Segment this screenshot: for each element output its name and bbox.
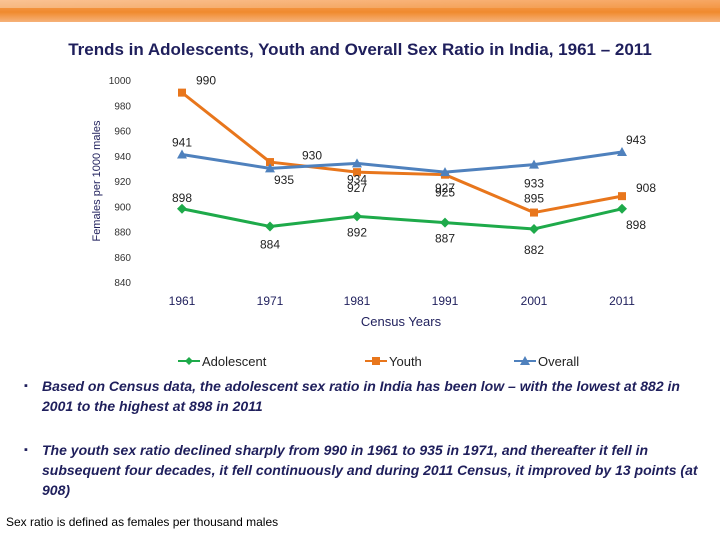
adolescent-legend-marker [185,357,193,365]
note-text-1: Based on Census data, the adolescent sex… [42,378,680,414]
adolescent-marker [529,223,539,234]
top-banner [0,0,720,22]
youth-data-label: 925 [435,186,455,200]
note-bullet-1: ▪ Based on Census data, the adolescent s… [24,376,714,416]
y-tick-label: 960 [114,127,131,138]
chart-title: Trends in Adolescents, Youth and Overall… [68,40,652,59]
overall-data-label: 934 [347,172,367,186]
adolescent-data-label: 892 [347,225,367,239]
adolescent-marker [440,217,450,228]
overall-marker [440,167,450,177]
x-tick-label: 1991 [432,294,459,308]
youth-legend-label: Youth [389,354,422,369]
overall-data-label: 943 [626,133,646,147]
adolescent-data-label: 882 [524,243,544,257]
y-tick-label: 940 [114,152,131,163]
adolescent-marker [352,211,362,222]
x-tick-label: 1971 [257,294,284,308]
youth-data-label: 908 [636,181,656,195]
overall-data-label: 930 [302,148,322,162]
youth-marker [618,192,626,201]
bullet-icon: ▪ [24,444,28,456]
x-tick-label: 2011 [609,294,635,308]
youth-data-label: 895 [524,192,544,206]
adolescent-marker [265,221,275,232]
adolescent-series-line [181,207,623,231]
youth-data-label: 990 [196,74,216,88]
adolescent-data-label: 884 [260,237,280,251]
y-tick-label: 840 [114,278,131,289]
adolescent-marker [617,203,627,214]
youth-legend-marker [372,357,380,365]
bullet-icon: ▪ [24,380,28,392]
overall-data-label: 941 [172,135,192,149]
overall-data-label: 927 [435,181,455,195]
adolescent-data-label: 898 [172,191,192,205]
y-tick-label: 900 [114,202,131,213]
x-tick-label: 1961 [169,294,196,308]
adolescent-legend-label: Adolescent [202,354,267,369]
youth-series-line [181,91,623,215]
adolescent-data-label: 898 [626,218,646,232]
adolescent-data-label: 887 [435,232,455,246]
overall-series-line [181,150,623,174]
note-text-2: The youth sex ratio declined sharply fro… [42,442,698,498]
overall-marker [177,149,187,159]
youth-data-label: 927 [347,181,367,195]
x-tick-label: 2001 [521,294,548,308]
x-tick-label: 1981 [344,294,371,308]
youth-marker [353,168,361,177]
youth-data-label: 935 [274,173,294,187]
youth-marker [266,158,274,167]
overall-legend-label: Overall [538,354,579,369]
overall-data-label: 933 [524,177,544,191]
overall-marker [617,146,627,156]
overall-legend-marker [520,356,530,365]
line-chart: 840 860 880 900 920 940 960 980 1000 Females per … [91,74,656,369]
y-tick-label: 880 [114,228,131,239]
overall-marker [529,159,539,169]
footnote: Sex ratio is defined as females per thou… [6,515,279,529]
overall-marker [265,163,275,173]
overall-marker [352,158,362,168]
y-tick-label: 980 [114,101,131,112]
adolescent-marker [177,203,187,214]
note-bullet-2: ▪ The youth sex ratio declined sharply f… [24,440,714,500]
x-axis-title: Census Years [361,314,442,329]
y-axis-title: Females per 1000 males [91,120,103,242]
y-tick-label: 920 [114,177,131,188]
youth-marker [530,208,538,217]
y-tick-label: 1000 [109,76,132,87]
youth-marker [178,88,186,97]
y-tick-label: 860 [114,253,131,264]
